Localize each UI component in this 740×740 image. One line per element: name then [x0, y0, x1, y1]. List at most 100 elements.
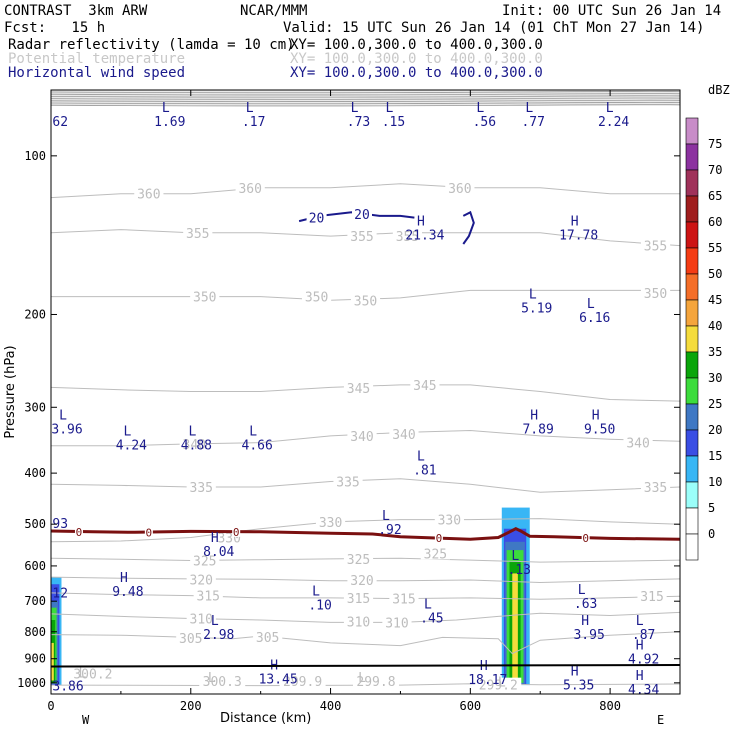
theta-label-bg — [640, 285, 671, 299]
valid-time: Valid: 15 UTC Sun 26 Jan 14 (01 ChT Mon … — [283, 20, 705, 36]
zero-contour-label: 0 — [582, 532, 589, 545]
theta-label: 325 — [424, 547, 447, 562]
theta-label: 300.3 — [203, 675, 242, 690]
wind-extreme-value: 9.50 — [584, 422, 615, 437]
wind-extreme-value: 9.48 — [112, 585, 143, 600]
theta-label: 335 — [336, 476, 359, 491]
wind-low-marker: L — [249, 424, 257, 439]
wind-extreme-value: .56 — [473, 115, 496, 130]
wind-low-marker: L — [511, 549, 519, 564]
zero-contour-label: 0 — [146, 526, 153, 539]
wind-extreme-value: 4.34 — [628, 683, 659, 698]
wind-edge-value: 62 — [52, 115, 68, 130]
theta-label: 325 — [193, 555, 216, 570]
wind-extreme-value: 5.19 — [521, 302, 552, 317]
theta-label: 335 — [190, 481, 213, 496]
field-reflectivity-xy: XY= 100.0,300.0 to 400.0,300.0 — [290, 37, 543, 53]
theta-label-bg — [186, 479, 216, 493]
theta-label: 345 — [413, 379, 436, 394]
theta-label-bg — [176, 630, 206, 644]
theta-label: 340 — [626, 437, 649, 452]
colorbar-swatch — [685, 247, 699, 275]
zero-contour-layer: 0 0 0 0 0 — [51, 526, 680, 545]
wind-isotach-label-bg — [352, 207, 373, 222]
theta-label-bg — [343, 381, 374, 395]
theta-label-bg — [190, 289, 220, 303]
field-theta-label: Potential temperature — [8, 51, 186, 67]
y-axis-label: Pressure (hPa) — [3, 345, 18, 438]
colorbar-level: 70 — [708, 163, 722, 177]
zero-label-bg — [581, 532, 590, 543]
top-band-line — [51, 91, 680, 94]
wind-low-marker: L — [246, 101, 254, 116]
top-band-line — [51, 104, 680, 107]
theta-label-bg — [389, 426, 419, 440]
wind-extreme-value: 13.45 — [259, 672, 298, 687]
wind-high-marker: H — [120, 571, 128, 586]
wind-low-marker: L — [211, 614, 219, 629]
theta-label: 305 — [256, 631, 279, 646]
theta-label: 350 — [193, 291, 216, 306]
theta-low-marker: L — [79, 666, 87, 681]
theta-label: 340 — [183, 438, 206, 453]
theta-label-bg — [69, 666, 116, 680]
wind-isotach-label: 20 — [354, 208, 370, 223]
theta-label: 320 — [190, 573, 213, 588]
theta-contour-335 — [51, 478, 680, 493]
wind-extreme-value: .92 — [378, 523, 401, 538]
colorbar-swatch — [685, 195, 699, 223]
y-tick-label: 500 — [24, 517, 46, 531]
theta-label: 350 — [644, 287, 667, 302]
colorbar-swatch-below — [685, 533, 699, 561]
theta-label: 360 — [137, 188, 160, 203]
theta-label-bg — [193, 588, 223, 602]
y-tick-label: 200 — [24, 307, 46, 321]
wind-isotach-hook — [462, 210, 475, 245]
theta-label-bg — [640, 479, 671, 493]
colorbar-level: 15 — [708, 449, 722, 463]
x-tick-label: 600 — [459, 699, 481, 713]
wind-extreme-value: 7.89 — [522, 422, 553, 437]
wind-extreme-value: .63 — [574, 597, 597, 612]
theta-label-bg — [637, 589, 667, 603]
y-tick-label: 400 — [24, 466, 46, 480]
wind-low-marker: L — [578, 583, 586, 598]
theta-label-bg — [190, 553, 220, 567]
colorbar-level: 50 — [708, 267, 722, 281]
zero-label-bg — [144, 527, 153, 538]
wind-low-marker: L — [417, 449, 425, 464]
theta-low-marker: L — [498, 676, 506, 691]
colorbar-swatch — [685, 377, 699, 405]
wind-extreme-value: 1.69 — [154, 115, 185, 130]
wind-high-marker: H — [571, 215, 579, 230]
zero-contour-label: 0 — [233, 526, 240, 539]
wind-extreme-value: 17.78 — [559, 229, 598, 244]
wind-low-marker: L — [59, 408, 67, 423]
theta-contour-layer: 360 360 360 355 355 355 355 350 350 350 350 345 345 3… — [51, 180, 680, 694]
theta-label: 350 — [354, 294, 377, 309]
wind-extreme-value: 3.95 — [573, 628, 604, 643]
wind-high-marker: H — [571, 664, 579, 679]
wind-low-marker: L — [312, 585, 320, 600]
y-tick-label: 700 — [24, 594, 46, 608]
wind-low-marker: L — [351, 101, 359, 116]
colorbar-swatch — [685, 169, 699, 197]
wind-high-marker: H — [636, 669, 644, 684]
theta-label: 320 — [350, 574, 373, 589]
theta-label: 360 — [448, 182, 471, 197]
theta-label-bg — [420, 546, 450, 560]
theta-low-marker: L — [208, 671, 216, 686]
colorbar-swatch — [685, 429, 699, 457]
wind-low-marker: L — [162, 101, 170, 116]
theta-label: 355 — [644, 240, 667, 255]
theta-label-bg — [382, 615, 412, 629]
colorbar-level: 35 — [708, 345, 722, 359]
colorbar-level: 60 — [708, 215, 722, 229]
colorbar-level: 0 — [708, 527, 715, 541]
theta-contour-330 — [51, 518, 680, 543]
x-axis-label: Distance (km) — [220, 711, 311, 726]
wind-extreme-value: 5.35 — [563, 678, 594, 693]
y-tick-label: 300 — [24, 400, 46, 414]
zero-label-bg — [232, 526, 241, 537]
